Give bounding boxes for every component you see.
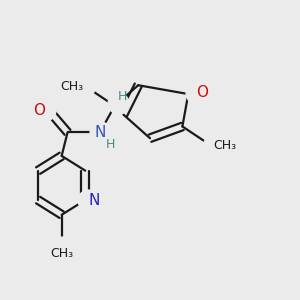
Text: O: O [34,103,46,118]
Text: H: H [118,90,127,103]
Text: N: N [94,125,106,140]
Text: H: H [106,138,115,151]
Text: CH₃: CH₃ [213,139,236,152]
Text: O: O [196,85,208,100]
Text: CH₃: CH₃ [50,247,73,260]
Text: N: N [88,193,100,208]
Text: CH₃: CH₃ [61,80,84,93]
